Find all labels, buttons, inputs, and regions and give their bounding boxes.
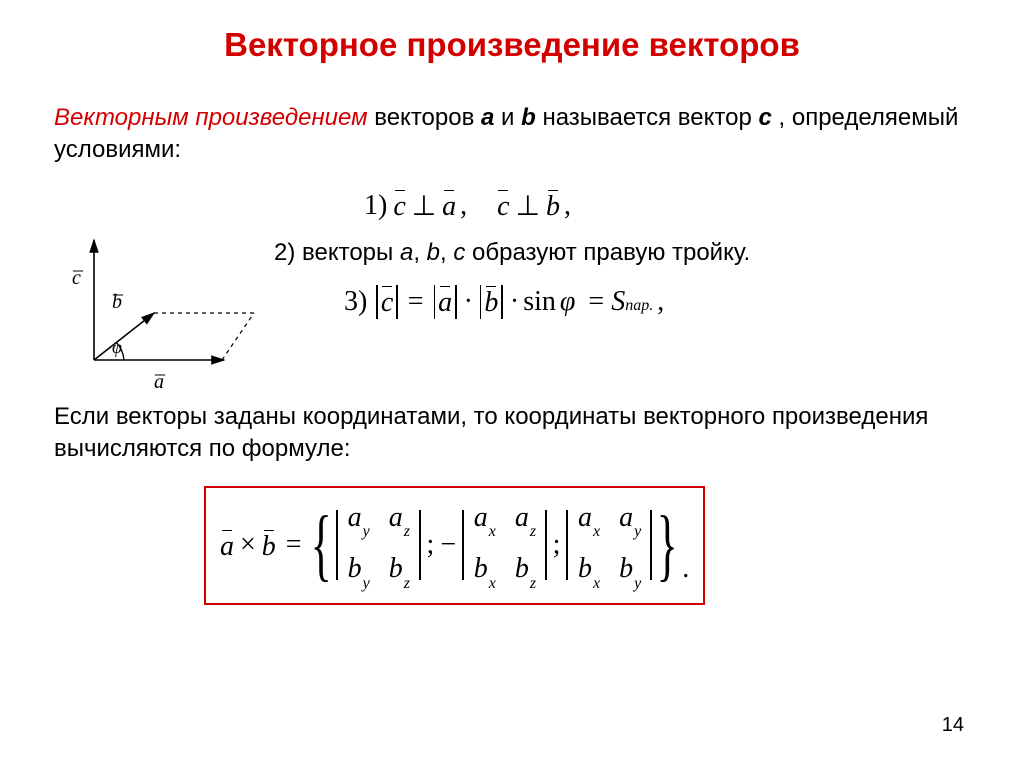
diagram-c-label: c <box>72 267 81 289</box>
eq3-dot1: · <box>464 286 473 318</box>
eq2-b: b <box>427 239 440 266</box>
cross-product-diagram: _ c _ b φ _ a <box>54 225 264 395</box>
fm-sc2: ; <box>553 529 561 561</box>
equation-2: 2) векторы a, b, c образуют правую тройк… <box>274 239 970 267</box>
intro-text-2: и <box>494 104 521 131</box>
formula-box: a × b = { ay az by bz ; − ax az bx bz <box>204 486 705 605</box>
eq3-sub: пар. <box>625 297 653 315</box>
intro-paragraph: Векторным произведением векторов a и b н… <box>54 102 970 167</box>
det-1: ay az by bz <box>336 498 421 593</box>
eq1-b: b <box>546 193 560 221</box>
eq3-eq1: = <box>408 286 424 318</box>
equations-column: 1) c ⊥ a , c ⊥ b , 2) векторы a, b, c об… <box>274 189 970 335</box>
eq1-comma1: , <box>460 190 467 222</box>
intro-emph: Векторным произведением <box>54 104 368 131</box>
equation-3: 3) c = a · b · sin φ = Sпар. , <box>274 285 970 319</box>
mid-section: _ c _ b φ _ a 1) c ⊥ a , c ⊥ b , <box>54 189 970 395</box>
intro-text-3: называется вектор <box>536 104 759 131</box>
intro-c: c <box>758 104 771 131</box>
cross-product-formula: a × b = { ay az by bz ; − ax az bx bz <box>220 498 689 593</box>
eq2-text2: образуют правую тройку. <box>465 239 750 266</box>
eq3-a: a <box>438 289 452 317</box>
fm-b: b <box>262 533 276 561</box>
intro-b: b <box>521 104 536 131</box>
svg-text:_ b: _ b <box>112 276 128 313</box>
eq2-a: a <box>400 239 413 266</box>
eq1-c2: c <box>497 193 509 221</box>
fm-a: a <box>220 533 234 561</box>
page-number: 14 <box>942 714 964 737</box>
fm-sc1: ; <box>427 529 435 561</box>
eq1-perp1: ⊥ <box>412 189 436 223</box>
svg-text:_ a: _ a <box>154 356 170 393</box>
fm-period: . <box>682 553 689 585</box>
coords-paragraph: Если векторы заданы координатами, то коо… <box>54 401 970 466</box>
equation-1: 1) c ⊥ a , c ⊥ b , <box>274 189 970 223</box>
eq3-S: S <box>611 286 625 318</box>
intro-a: a <box>481 104 494 131</box>
eq3-num: 3) <box>344 286 367 318</box>
eq3-phi: φ <box>560 286 576 318</box>
det-2: ax az bx bz <box>462 498 547 593</box>
fm-minus: − <box>440 529 456 561</box>
eq3-eq2: = <box>588 286 604 318</box>
brace-right-icon: } <box>656 510 677 580</box>
diagram-column: _ c _ b φ _ a <box>54 189 274 395</box>
fm-times: × <box>240 529 256 561</box>
eq3-dot2: · <box>510 286 519 318</box>
eq3-b: b <box>484 289 498 317</box>
eq1-a: a <box>442 193 456 221</box>
det-3: ax ay bx by <box>566 498 651 593</box>
diagram-phi-label: φ <box>112 337 122 357</box>
diagram-a-label: a <box>154 371 164 393</box>
eq3-c: c <box>381 289 393 317</box>
diagram-b-label: b <box>112 291 122 313</box>
page-title: Векторное произведение векторов <box>54 26 970 64</box>
eq1-comma2: , <box>564 190 571 222</box>
fm-eq: = <box>286 529 302 561</box>
intro-text-1: векторов <box>368 104 481 131</box>
eq2-text1: векторы <box>295 239 400 266</box>
svg-text:_ c: _ c <box>72 252 88 289</box>
brace-left-icon: { <box>310 510 331 580</box>
eq2-c: c <box>453 239 465 266</box>
eq2-num: 2) <box>274 239 295 266</box>
eq1-num: 1) <box>364 190 387 222</box>
eq1-c: c <box>393 193 405 221</box>
eq3-sin: sin <box>523 286 556 318</box>
eq3-comma: , <box>657 286 664 318</box>
eq1-perp2: ⊥ <box>516 189 540 223</box>
